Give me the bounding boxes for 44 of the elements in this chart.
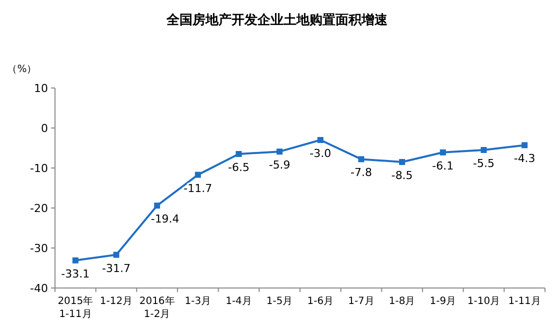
text: -5.9: [268, 158, 290, 172]
y-tick-label: -30: [30, 242, 48, 255]
x-tick-label: 1-5月: [266, 296, 293, 307]
point: [358, 156, 364, 162]
point: [72, 257, 78, 264]
text: -7.8: [350, 166, 372, 180]
x-tick-label: 1-10月: [467, 296, 500, 307]
point: [276, 148, 283, 155]
y-tick-label: 10: [34, 82, 48, 95]
chart-title: 全国房地产开发企业土地购置面积增速: [166, 12, 388, 28]
y-tick-label: 0: [41, 122, 48, 135]
point: [399, 159, 406, 165]
point: [522, 142, 528, 148]
y-tick-label: -20: [30, 202, 48, 215]
y-tick-label: -40: [30, 282, 48, 295]
x-tick-label: 1-3月: [184, 296, 212, 307]
text: -6.5: [228, 161, 250, 174]
x-tick-label: 1-8月: [388, 296, 416, 307]
x-tick-label: 1-6月: [307, 296, 334, 307]
y-tick-label: -10: [30, 162, 48, 175]
point: [236, 151, 242, 157]
point: [154, 202, 160, 209]
text: -31.7: [102, 262, 130, 275]
text: -8.5: [391, 169, 413, 182]
y-axis-title: （%）: [7, 64, 37, 75]
x-tick-label: 1-11月: [508, 296, 541, 307]
x-tick-label: 1-4月: [226, 296, 252, 307]
point: [480, 147, 487, 153]
x-tick-label: 1-9月: [430, 296, 456, 307]
x-tick-label: 1-12月: [100, 296, 133, 307]
x-tick-label: 2015年 1-11月: [58, 295, 94, 320]
text: -11.7: [184, 182, 212, 195]
x-tick-label: 1-7月: [348, 296, 374, 307]
point: [317, 137, 324, 143]
point: [113, 252, 120, 258]
x-tick-label: 2016年 1-2月: [139, 295, 175, 320]
text: -33.1: [61, 267, 90, 280]
text: -3.0: [310, 147, 332, 160]
text: -5.5: [473, 157, 494, 170]
point: [440, 149, 446, 156]
text: -19.4: [150, 212, 180, 226]
text: -4.3: [514, 152, 536, 166]
point: [194, 172, 201, 178]
text: -6.1: [432, 159, 454, 172]
